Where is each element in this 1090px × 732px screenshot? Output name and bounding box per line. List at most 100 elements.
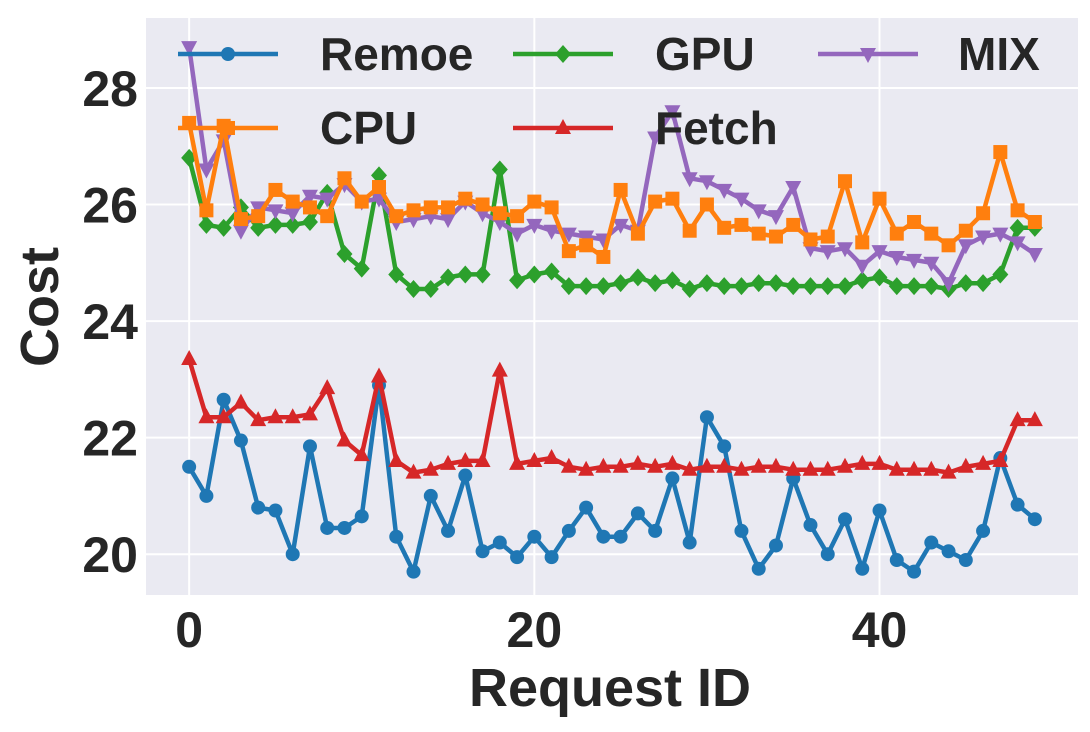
legend-item-remoe: Remoe (178, 28, 473, 80)
data-point (578, 277, 595, 296)
data-point (699, 410, 714, 425)
data-point (422, 460, 439, 476)
series-cpu (182, 115, 1042, 264)
series-remoe (182, 378, 1042, 579)
data-point (320, 520, 335, 535)
data-point (992, 265, 1009, 284)
data-point (544, 550, 559, 565)
data-point (182, 459, 197, 474)
data-point (750, 274, 767, 293)
data-point (838, 174, 852, 189)
data-point (698, 457, 715, 473)
data-point (389, 209, 404, 224)
data-point (232, 393, 249, 409)
data-point (233, 212, 248, 227)
data-point (320, 209, 335, 224)
data-point (768, 538, 783, 553)
data-point (301, 189, 318, 205)
data-point (595, 277, 612, 296)
data-point (975, 454, 992, 470)
data-point (371, 166, 387, 185)
x-axis-label: Request ID (469, 658, 751, 718)
data-point (353, 259, 370, 278)
data-point (837, 242, 853, 258)
data-point (854, 259, 871, 275)
legend-label: GPU (655, 28, 755, 80)
data-point (372, 180, 386, 195)
data-point (664, 454, 681, 470)
data-point (992, 451, 1009, 467)
data-point (1026, 411, 1043, 427)
data-point (751, 561, 766, 576)
data-point (976, 523, 991, 538)
data-point (371, 367, 387, 383)
data-point (354, 194, 369, 209)
data-point (198, 408, 215, 424)
legend: Remoe GPU MIX CPU Fetch (178, 28, 1040, 154)
data-point (302, 439, 317, 454)
data-point (837, 457, 853, 473)
data-point (733, 277, 750, 296)
data-point (319, 192, 336, 208)
legend-marker (860, 48, 876, 63)
y-tick-label: 22 (82, 411, 138, 467)
data-point (458, 468, 473, 483)
data-point (527, 194, 542, 209)
data-point (440, 454, 457, 470)
plot-area (146, 18, 1078, 595)
data-point (543, 224, 560, 240)
data-point (491, 361, 508, 377)
data-point (336, 431, 353, 447)
data-point (681, 460, 698, 476)
data-point (336, 245, 353, 264)
data-point (578, 460, 595, 476)
data-point (872, 191, 887, 206)
data-point (509, 454, 526, 470)
data-point (474, 265, 491, 284)
legend-item-gpu: GPU (513, 28, 755, 80)
data-point (595, 457, 612, 473)
data-point (560, 227, 577, 243)
legend-label: CPU (320, 102, 417, 154)
data-point (440, 268, 457, 287)
data-point (406, 564, 421, 579)
data-point (510, 550, 525, 565)
legend-label: MIX (958, 28, 1040, 80)
data-point (855, 235, 870, 250)
data-point (888, 277, 905, 296)
data-point (664, 271, 681, 290)
data-point (751, 226, 766, 241)
data-point (561, 523, 576, 538)
data-point (250, 411, 267, 427)
data-point (888, 460, 905, 476)
data-point (681, 172, 698, 188)
data-point (682, 535, 697, 550)
data-point (923, 277, 940, 296)
data-point (630, 506, 645, 521)
data-point (838, 512, 852, 527)
data-point (199, 203, 214, 218)
x-tick-label: 20 (507, 602, 563, 658)
data-point (665, 471, 680, 486)
data-point (613, 529, 628, 544)
data-point (579, 238, 594, 253)
data-point (682, 223, 697, 238)
data-point (422, 280, 439, 299)
data-point (526, 218, 543, 234)
data-point (441, 523, 456, 538)
data-point (267, 204, 284, 220)
data-point (1010, 203, 1025, 218)
data-point (785, 460, 802, 476)
legend-marker (555, 45, 571, 63)
data-point (612, 274, 629, 293)
data-point (871, 268, 888, 287)
legend-marker (221, 47, 235, 61)
data-point (1010, 497, 1025, 512)
data-point (958, 553, 973, 568)
data-point (767, 210, 784, 226)
series-gpu (181, 148, 1043, 299)
data-point (250, 201, 267, 217)
data-point (267, 215, 284, 234)
data-point (1009, 236, 1026, 252)
